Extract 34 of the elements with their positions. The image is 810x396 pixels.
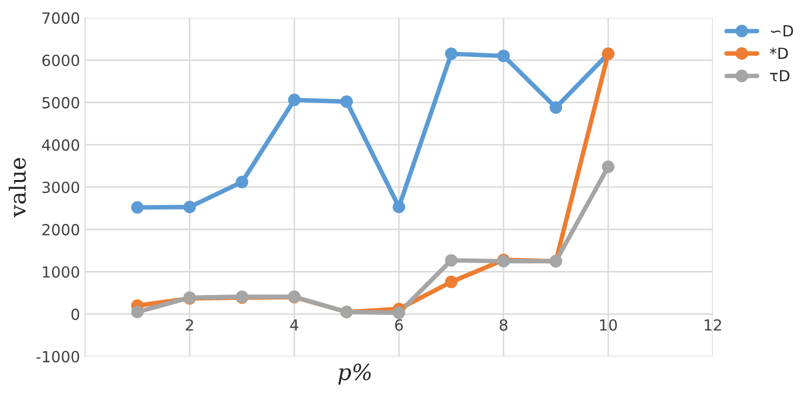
x-tick-label: 8 — [500, 319, 508, 331]
point — [340, 95, 353, 108]
point — [288, 94, 301, 106]
y-tick-label: 7000 — [42, 12, 80, 24]
point — [444, 254, 458, 267]
point — [444, 48, 458, 60]
point — [602, 160, 614, 174]
x-tick-label: 6 — [395, 319, 403, 331]
y-tick-label: 2000 — [42, 224, 80, 236]
y-tick-label: 1000 — [42, 266, 80, 278]
point — [236, 176, 248, 188]
y-tick-label: 5000 — [42, 96, 80, 108]
point — [183, 200, 196, 214]
x-axis-title: p% — [338, 364, 371, 385]
x-tick-label: 4 — [290, 319, 298, 331]
y-tick-label: 0 — [71, 308, 80, 320]
point — [550, 101, 562, 114]
point — [131, 306, 144, 318]
point — [392, 306, 406, 320]
y-tick-label: 4000 — [42, 139, 80, 151]
legend-label: τD — [770, 70, 790, 82]
y-tick-label: 3000 — [42, 182, 80, 194]
y-tick-label: -1000 — [36, 350, 80, 362]
point — [131, 201, 144, 214]
x-tick-label: 2 — [186, 319, 194, 331]
y-tick-label: 6000 — [42, 54, 80, 66]
point — [392, 200, 406, 214]
legend-label: *D — [770, 47, 788, 59]
x-tick-label: 10 — [600, 319, 617, 331]
x-tick-label: 12 — [704, 319, 721, 331]
point — [497, 50, 510, 62]
point — [444, 276, 458, 288]
y-axis-title: value — [8, 158, 26, 218]
legend-label: ∽D — [770, 25, 793, 36]
